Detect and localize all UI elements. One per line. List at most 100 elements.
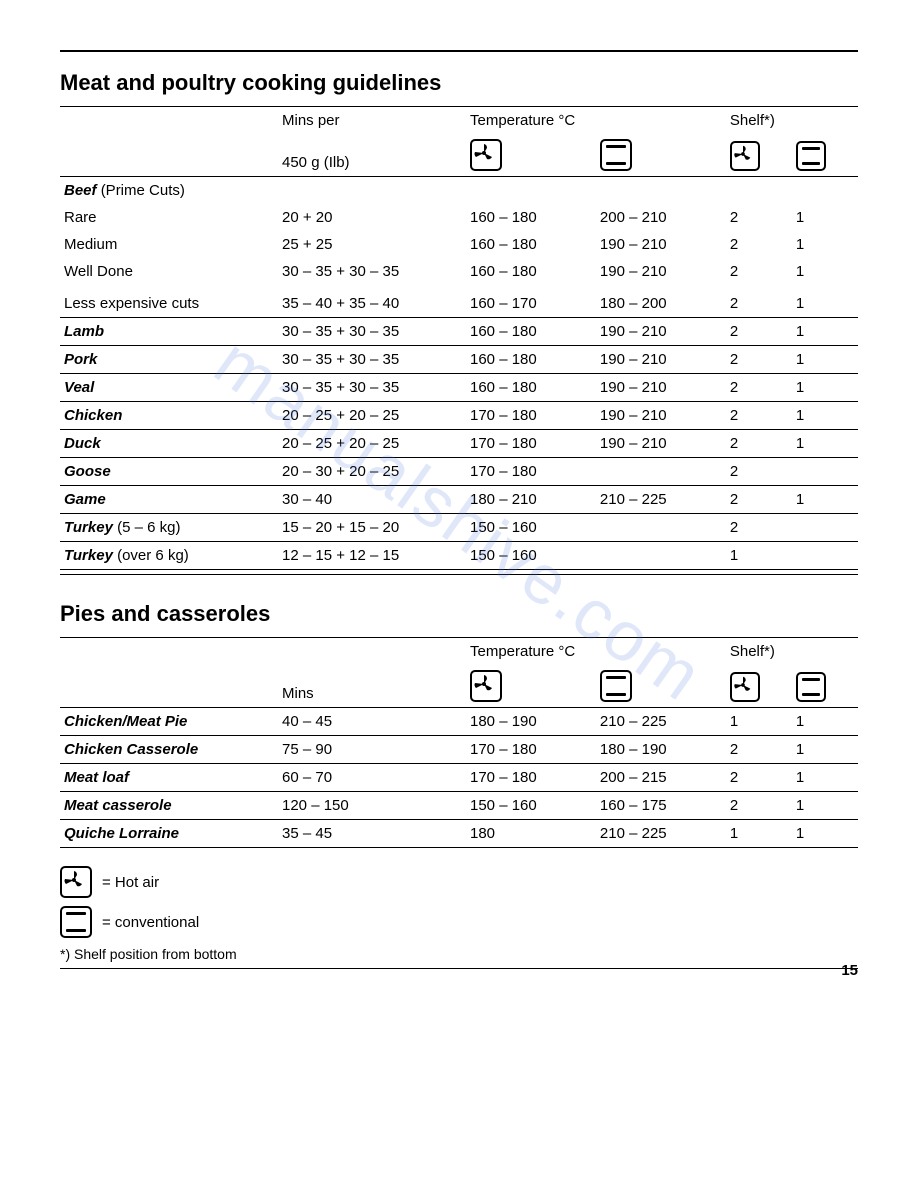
section2-title: Pies and casseroles xyxy=(60,601,858,627)
fan-icon-header xyxy=(726,665,792,708)
shelf-header: Shelf*) xyxy=(726,638,858,666)
cell: 2 xyxy=(726,514,792,542)
cell: 2 xyxy=(726,458,792,486)
cell: 210 – 225 xyxy=(596,820,726,848)
cell: 30 – 35 + 30 – 35 xyxy=(278,318,466,346)
cell: 30 – 35 + 30 – 35 xyxy=(278,374,466,402)
cell: Pork xyxy=(64,351,97,368)
cell: Chicken Casserole xyxy=(64,741,198,758)
fan-icon-header xyxy=(726,134,792,177)
cell: 180 xyxy=(466,820,596,848)
cell: 190 – 210 xyxy=(596,318,726,346)
cell: 1 xyxy=(792,820,858,848)
cell xyxy=(792,542,858,570)
cell: 2 xyxy=(726,285,792,318)
fan-icon-header xyxy=(466,134,596,177)
meat-poultry-table: Mins per Temperature °C Shelf*) 450 g (I… xyxy=(60,106,858,570)
cell: Medium xyxy=(60,231,278,258)
legend-row: = conventional xyxy=(60,906,858,938)
table-row: Meat loaf 60 – 70 170 – 180 200 – 215 2 … xyxy=(60,764,858,792)
cell: 180 – 190 xyxy=(466,708,596,736)
cell: 2 xyxy=(726,204,792,231)
cell: 190 – 210 xyxy=(596,346,726,374)
table-row: Turkey (5 – 6 kg) 15 – 20 + 15 – 20 150 … xyxy=(60,514,858,542)
cell: Chicken/Meat Pie xyxy=(64,713,187,730)
cell: 190 – 210 xyxy=(596,374,726,402)
legend-row: = Hot air xyxy=(60,866,858,898)
cell: 1 xyxy=(792,346,858,374)
shelf-header: Shelf*) xyxy=(726,107,858,135)
table-row: Quiche Lorraine 35 – 45 180 210 – 225 1 … xyxy=(60,820,858,848)
cell: 170 – 180 xyxy=(466,764,596,792)
table-row: Lamb 30 – 35 + 30 – 35 160 – 180 190 – 2… xyxy=(60,318,858,346)
cell: 200 – 215 xyxy=(596,764,726,792)
cell: 170 – 180 xyxy=(466,402,596,430)
cell: 190 – 210 xyxy=(596,231,726,258)
cell: 30 – 40 xyxy=(278,486,466,514)
mins-header: Mins xyxy=(278,665,466,708)
cell: 210 – 225 xyxy=(596,486,726,514)
cell: 150 – 160 xyxy=(466,542,596,570)
table-header-row: Mins xyxy=(60,665,858,708)
fan-icon xyxy=(60,866,92,898)
legend-label: = Hot air xyxy=(102,874,159,891)
table-row: Chicken/Meat Pie 40 – 45 180 – 190 210 –… xyxy=(60,708,858,736)
cell: Lamb xyxy=(64,323,104,340)
cell: Chicken xyxy=(64,407,122,424)
pies-casseroles-table: Temperature °C Shelf*) Mins Chicken/Meat… xyxy=(60,637,858,848)
cell: (over 6 kg) xyxy=(117,547,189,564)
temp-header: Temperature °C xyxy=(466,638,726,666)
cell: 30 – 35 + 30 – 35 xyxy=(278,258,466,285)
cell: 12 – 15 + 12 – 15 xyxy=(278,542,466,570)
cell: 1 xyxy=(726,708,792,736)
cell: 60 – 70 xyxy=(278,764,466,792)
cell: 35 – 45 xyxy=(278,820,466,848)
table-row: Chicken 20 – 25 + 20 – 25 170 – 180 190 … xyxy=(60,402,858,430)
cell: 170 – 180 xyxy=(466,736,596,764)
cell: 160 – 180 xyxy=(466,204,596,231)
cell: 20 – 25 + 20 – 25 xyxy=(278,402,466,430)
cell: Meat casserole xyxy=(64,797,172,814)
cell: Well Done xyxy=(60,258,278,285)
table-row: Meat casserole 120 – 150 150 – 160 160 –… xyxy=(60,792,858,820)
cell: 190 – 210 xyxy=(596,258,726,285)
table-row: Chicken Casserole 75 – 90 170 – 180 180 … xyxy=(60,736,858,764)
table-row: Beef (Prime Cuts) xyxy=(60,177,858,205)
cell: Game xyxy=(64,491,106,508)
cell: 2 xyxy=(726,736,792,764)
temp-header: Temperature °C xyxy=(466,107,726,135)
cell: 1 xyxy=(792,736,858,764)
cell: 210 – 225 xyxy=(596,708,726,736)
cell: 2 xyxy=(726,258,792,285)
cell: 160 – 175 xyxy=(596,792,726,820)
conv-icon-header xyxy=(792,665,858,708)
cell: 190 – 210 xyxy=(596,402,726,430)
cell: 150 – 160 xyxy=(466,514,596,542)
cell: 190 – 210 xyxy=(596,430,726,458)
table-row: Less expensive cuts 35 – 40 + 35 – 40 16… xyxy=(60,285,858,318)
cell: 1 xyxy=(792,285,858,318)
cell: 1 xyxy=(792,231,858,258)
conv-icon xyxy=(60,906,92,938)
cell: 20 – 30 + 20 – 25 xyxy=(278,458,466,486)
table-row: Well Done 30 – 35 + 30 – 35 160 – 180 19… xyxy=(60,258,858,285)
cell: 160 – 180 xyxy=(466,346,596,374)
mins-header-1: Mins per xyxy=(278,107,466,135)
cell: 170 – 180 xyxy=(466,458,596,486)
cell: 2 xyxy=(726,792,792,820)
cell: 1 xyxy=(726,820,792,848)
cell: Turkey xyxy=(64,519,113,536)
legend: = Hot air = conventional *) Shelf positi… xyxy=(60,866,858,962)
cell: Veal xyxy=(64,379,94,396)
cell xyxy=(792,458,858,486)
cell: Less expensive cuts xyxy=(60,285,278,318)
cell: 1 xyxy=(792,318,858,346)
cell: Goose xyxy=(64,463,111,480)
section1-title: Meat and poultry cooking guidelines xyxy=(60,70,858,96)
cell: Quiche Lorraine xyxy=(64,825,179,842)
cell: 1 xyxy=(792,258,858,285)
cell: 2 xyxy=(726,402,792,430)
cell: 1 xyxy=(792,204,858,231)
cell: 75 – 90 xyxy=(278,736,466,764)
cell: 180 – 190 xyxy=(596,736,726,764)
